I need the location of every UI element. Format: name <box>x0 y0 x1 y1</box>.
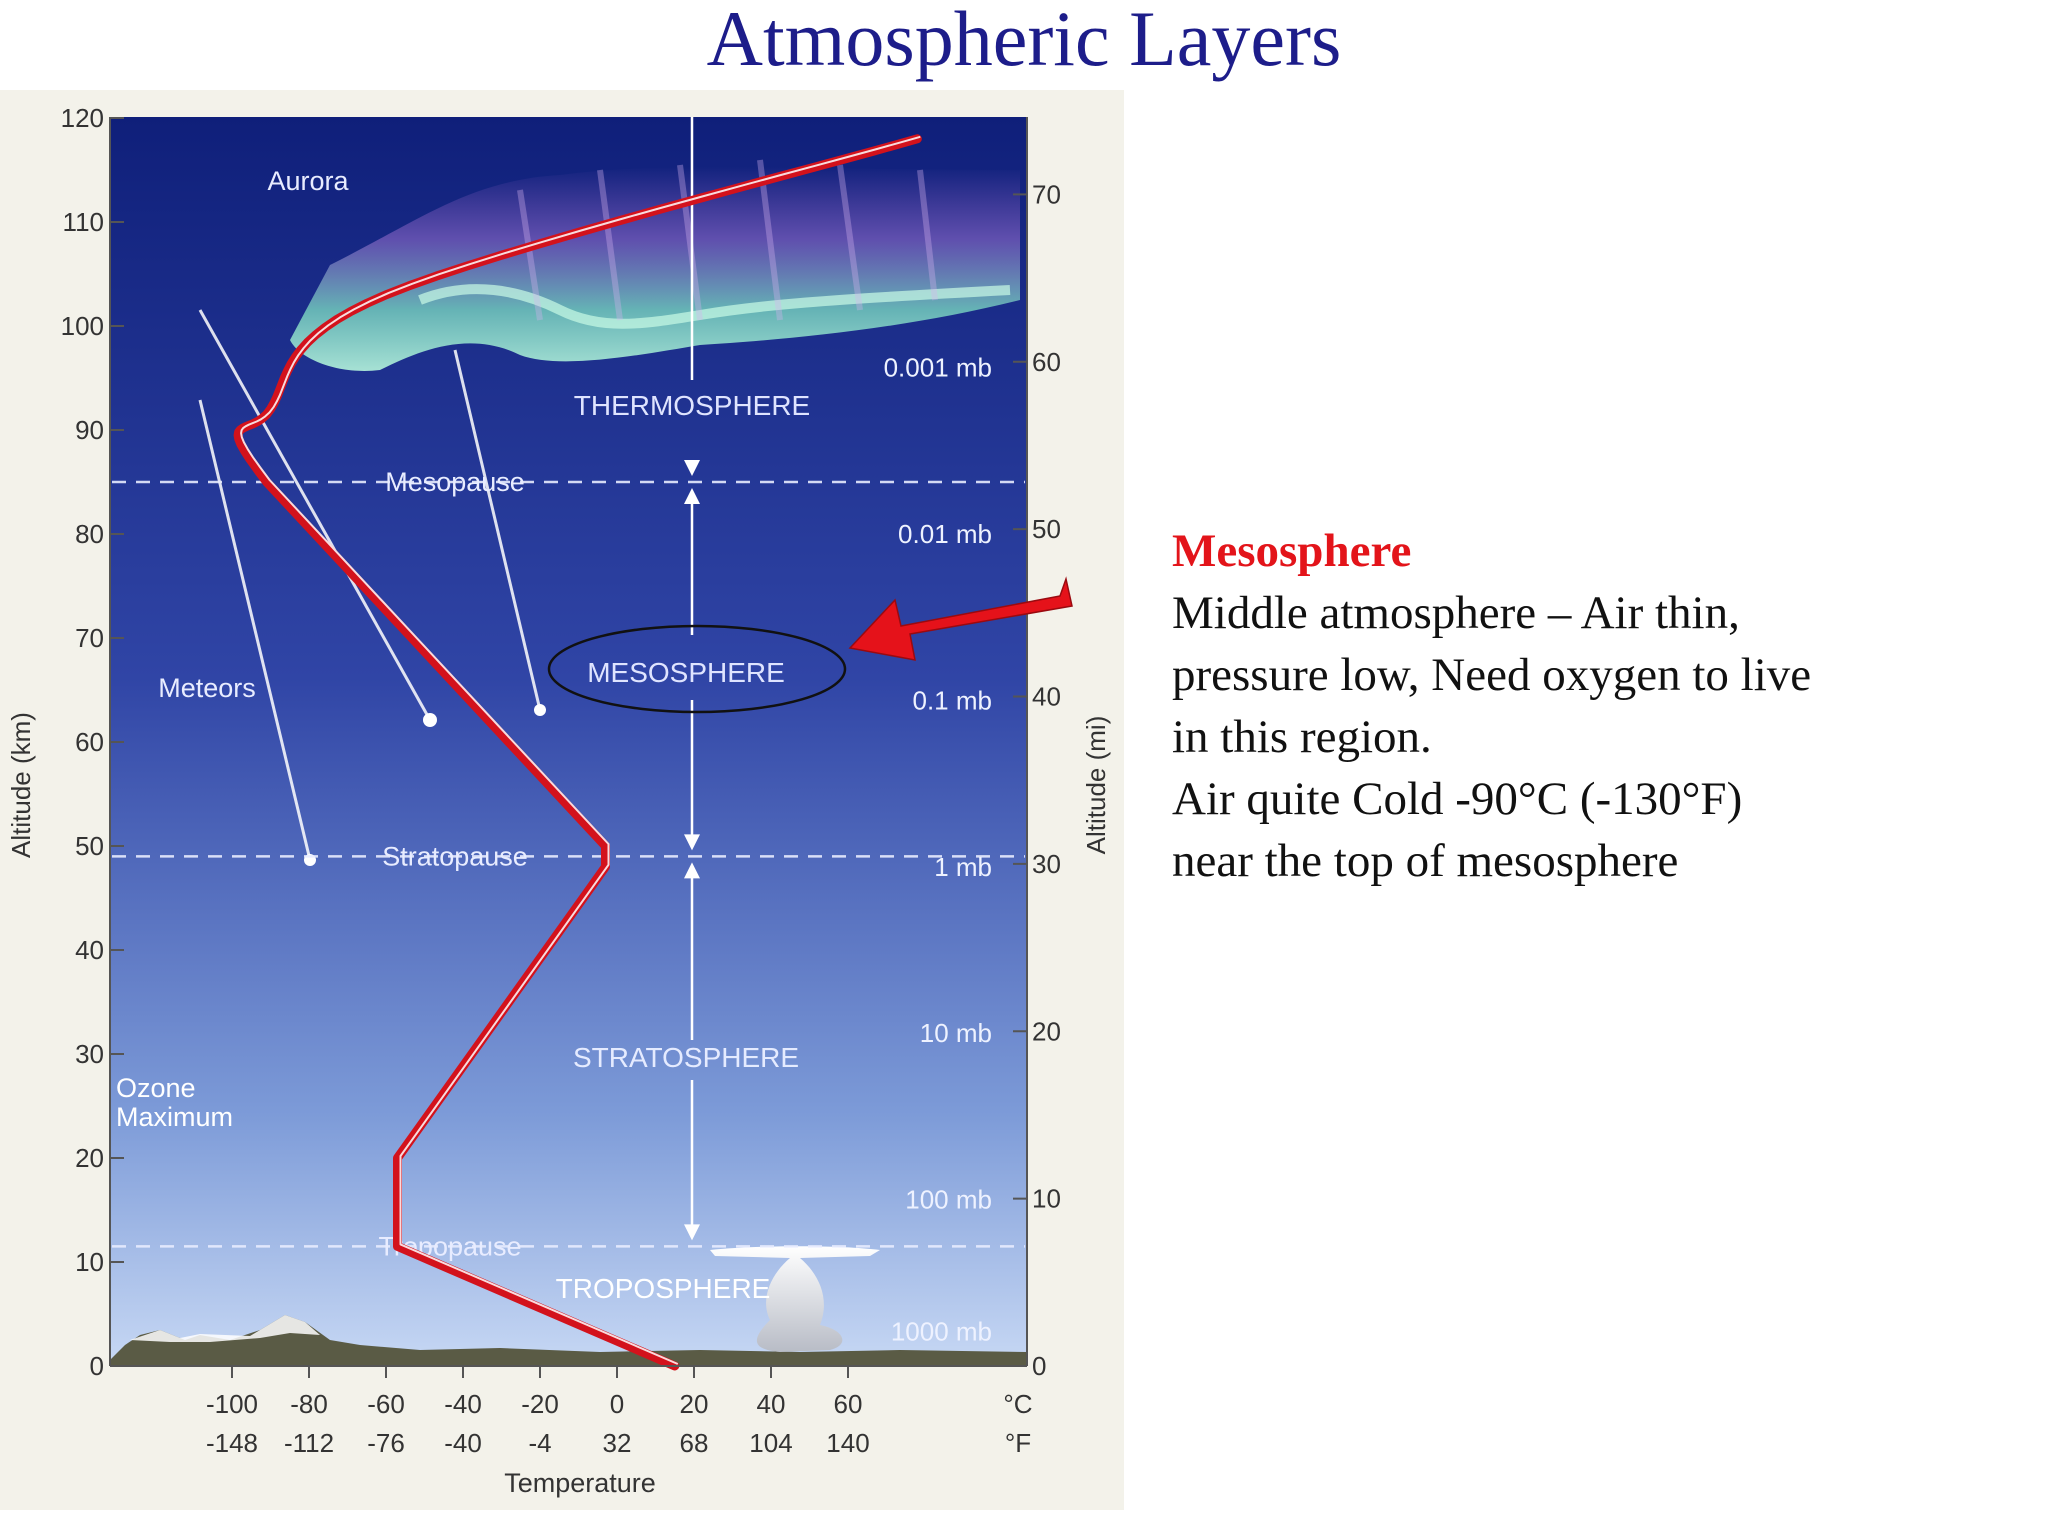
description-line: Air quite Cold -90°C (-130°F) <box>1172 773 1743 825</box>
fahrenheit-tick-label: -4 <box>528 1428 551 1458</box>
left-axis-tick-label: 80 <box>75 519 104 549</box>
right-axis-tick-label: 70 <box>1032 179 1061 209</box>
pressure-label: 100 mb <box>905 1185 992 1215</box>
pressure-label: 10 mb <box>920 1018 992 1048</box>
x-axis-label: Temperature <box>504 1468 656 1498</box>
thunderstorm-cloud <box>710 1246 880 1352</box>
description-line: near the top of mesosphere <box>1172 835 1679 887</box>
left-axis-tick-label: 20 <box>75 1143 104 1173</box>
meteor-streaks <box>198 309 546 866</box>
fahrenheit-tick-label: -40 <box>444 1428 482 1458</box>
layer-arrow-head <box>684 488 700 504</box>
celsius-tick-label: 60 <box>834 1389 863 1419</box>
thermosphere-label: THERMOSPHERE <box>574 390 810 421</box>
right-axis-tick-label: 30 <box>1032 849 1061 879</box>
pressure-label: 0.001 mb <box>884 353 992 383</box>
temperature-profile-highlight <box>240 135 921 1365</box>
boundary-label: Mesopause <box>385 467 525 497</box>
fahrenheit-tick-label: -112 <box>284 1428 334 1458</box>
mesosphere-label: MESOSPHERE <box>587 657 785 688</box>
left-axis-tick-label: 120 <box>61 103 104 133</box>
celsius-tick-label: 40 <box>757 1389 786 1419</box>
right-axis-tick-label: 20 <box>1032 1016 1061 1046</box>
fahrenheit-tick-label: -76 <box>367 1428 405 1458</box>
temperature-profile-curve <box>233 134 922 1371</box>
layer-arrow-head <box>684 1224 700 1241</box>
layer-extent-arrows <box>684 117 700 1241</box>
celsius-tick-label: -60 <box>367 1389 405 1419</box>
celsius-unit: °C <box>1003 1389 1032 1419</box>
right-axis-tick-label: 60 <box>1032 347 1061 377</box>
pressure-label: 0.1 mb <box>913 685 993 715</box>
fahrenheit-tick-label: 140 <box>826 1428 869 1458</box>
slide-title: Atmospheric Layers <box>706 0 1342 82</box>
pressure-labels: 1000 mb 100 mb 10 mb 1 mb 0.1 mb 0.01 mb 0.001… <box>884 353 992 1347</box>
celsius-tick-label: -20 <box>521 1389 559 1419</box>
ground-terrain <box>110 1315 1027 1366</box>
description-heading: Mesosphere <box>1172 525 1412 577</box>
left-axis-tick-label: 50 <box>75 831 104 861</box>
left-axis-tick-label: 40 <box>75 935 104 965</box>
description-line: pressure low, Need oxygen to live <box>1172 649 1812 701</box>
right-axis-tick-label: 0 <box>1032 1351 1046 1381</box>
pressure-label: 1000 mb <box>891 1317 992 1347</box>
y-axis-right-label: Altitude (mi) <box>1081 716 1111 855</box>
fahrenheit-unit: °F <box>1005 1428 1031 1458</box>
fahrenheit-tick-label: 104 <box>749 1428 792 1458</box>
celsius-tick-label: 20 <box>680 1389 709 1419</box>
troposphere-label: TROPOSPHERE <box>556 1273 771 1304</box>
celsius-tick-label: -100 <box>206 1389 258 1419</box>
right-altitude-axis: 0 10 20 30 40 50 60 70 <box>1013 179 1061 1381</box>
left-axis-tick-label: 70 <box>75 623 104 653</box>
left-axis-tick-label: 100 <box>61 311 104 341</box>
right-axis-tick-label: 10 <box>1032 1184 1061 1214</box>
left-axis-tick-label: 60 <box>75 727 104 757</box>
y-axis-left-label: Altitude (km) <box>6 712 36 858</box>
fahrenheit-tick-label: -148 <box>206 1428 258 1458</box>
left-axis-tick-label: 90 <box>75 415 104 445</box>
pressure-label: 1 mb <box>934 852 992 882</box>
ozone-label-line1: Ozone <box>116 1073 196 1103</box>
right-axis-tick-label: 40 <box>1032 682 1061 712</box>
left-altitude-axis: 0 10 20 30 40 50 60 70 80 90 100 110 120 <box>61 103 124 1381</box>
mesosphere-highlight-ellipse <box>547 624 847 714</box>
layer-arrow-head <box>684 460 700 476</box>
description-line: Middle atmosphere – Air thin, <box>1172 587 1740 639</box>
mesosphere-pointer-arrow <box>848 576 1073 661</box>
temperature-axis: -100-148-80-112-60-76-40-40-20-403220684… <box>206 1366 870 1458</box>
celsius-tick-label: 0 <box>610 1389 624 1419</box>
ozone-label-line2: Maximum <box>116 1102 233 1132</box>
aurora-illustration <box>290 159 1020 371</box>
left-axis-tick-label: 10 <box>75 1247 104 1277</box>
layer-arrow-head <box>684 834 700 851</box>
right-axis-tick-label: 50 <box>1032 514 1061 544</box>
description-line: in this region. <box>1172 711 1432 763</box>
fahrenheit-tick-label: 68 <box>680 1428 709 1458</box>
left-axis-tick-label: 30 <box>75 1039 104 1069</box>
stratosphere-label: STRATOSPHERE <box>573 1042 799 1073</box>
celsius-tick-label: -80 <box>290 1389 328 1419</box>
meteors-label: Meteors <box>158 673 256 703</box>
description-panel: Mesosphere Middle atmosphere – Air thin,… <box>1172 520 2032 892</box>
celsius-tick-label: -40 <box>444 1389 482 1419</box>
layer-arrow-head <box>684 862 700 879</box>
left-axis-tick-label: 0 <box>90 1351 104 1381</box>
aurora-label: Aurora <box>267 166 349 196</box>
boundary-label: Stratopause <box>382 841 528 871</box>
left-axis-tick-label: 110 <box>63 207 104 237</box>
fahrenheit-tick-label: 32 <box>603 1428 632 1458</box>
pressure-label: 0.01 mb <box>898 519 992 549</box>
